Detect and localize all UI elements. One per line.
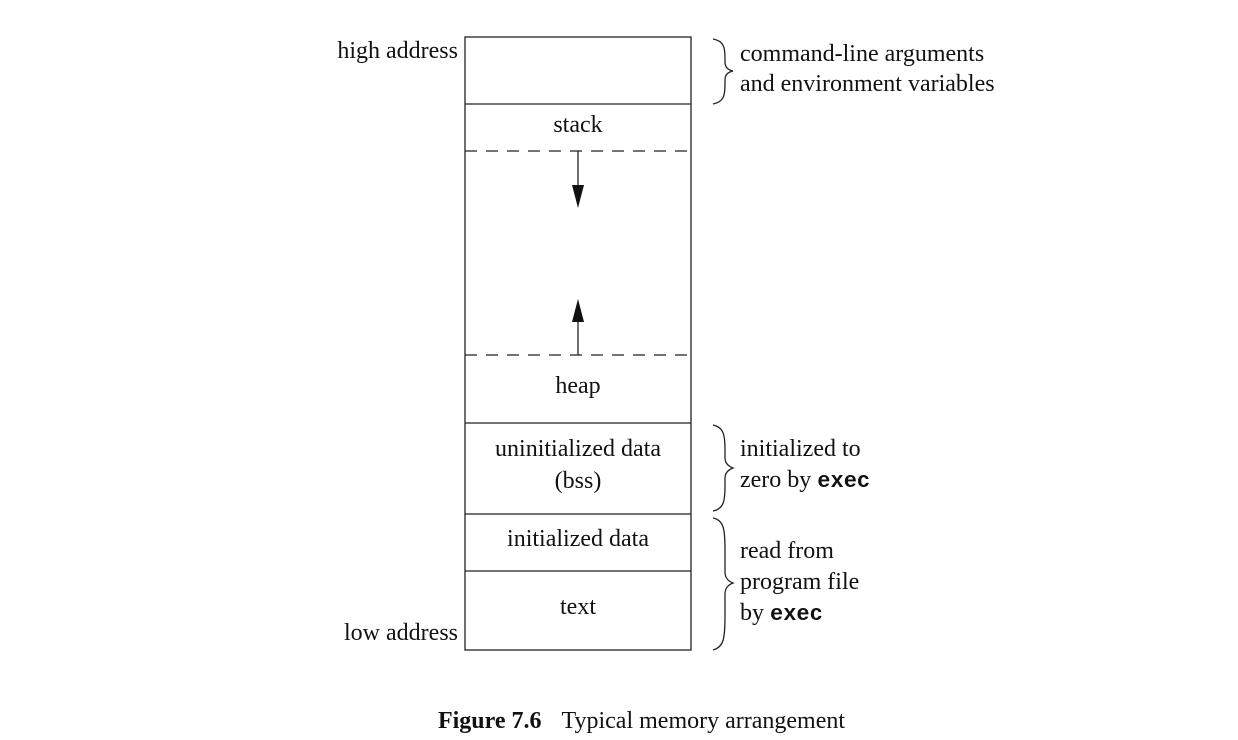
segment-bss-label-line2: (bss): [554, 468, 602, 494]
memory-column-outline: [464, 36, 692, 651]
args-env-note-line1: command-line arguments: [740, 41, 985, 67]
figure-caption: Figure 7.6 Typical memory arrangement: [0, 706, 1238, 737]
segment-heap-label: heap: [555, 373, 601, 399]
heap-growth-arrow-up: [572, 299, 584, 355]
bss-brace: [712, 424, 735, 512]
segment-initialized-data-label: initialized data: [507, 526, 649, 552]
high-address-label: high address: [337, 38, 458, 64]
bss-note-line2: zero by exec: [740, 465, 870, 497]
read-note-line1: read from: [740, 538, 834, 564]
stack-growth-arrow-down: [572, 151, 584, 208]
read-note-line2: program file: [740, 569, 860, 595]
segment-bss-label-line1: uninitialized data: [495, 436, 661, 462]
bss-note-exec-code: exec: [817, 469, 871, 494]
figure-number: Figure 7.6: [437, 708, 542, 734]
read-note-line3: by exec: [740, 598, 823, 630]
low-address-label: low address: [344, 620, 458, 646]
figure-caption-text: Typical memory arrangement: [561, 708, 846, 734]
bss-note-line2-text: zero by: [740, 467, 818, 493]
read-note-line3-text: by: [740, 600, 770, 626]
read-from-file-brace: [712, 517, 735, 651]
segment-text-label: text: [560, 594, 596, 620]
args-env-brace: [712, 38, 734, 105]
read-note-exec-code: exec: [770, 602, 823, 627]
args-env-note-line2: and environment variables: [740, 71, 995, 97]
bss-note-line1: initialized to: [740, 436, 861, 462]
segment-stack-label: stack: [553, 112, 603, 138]
